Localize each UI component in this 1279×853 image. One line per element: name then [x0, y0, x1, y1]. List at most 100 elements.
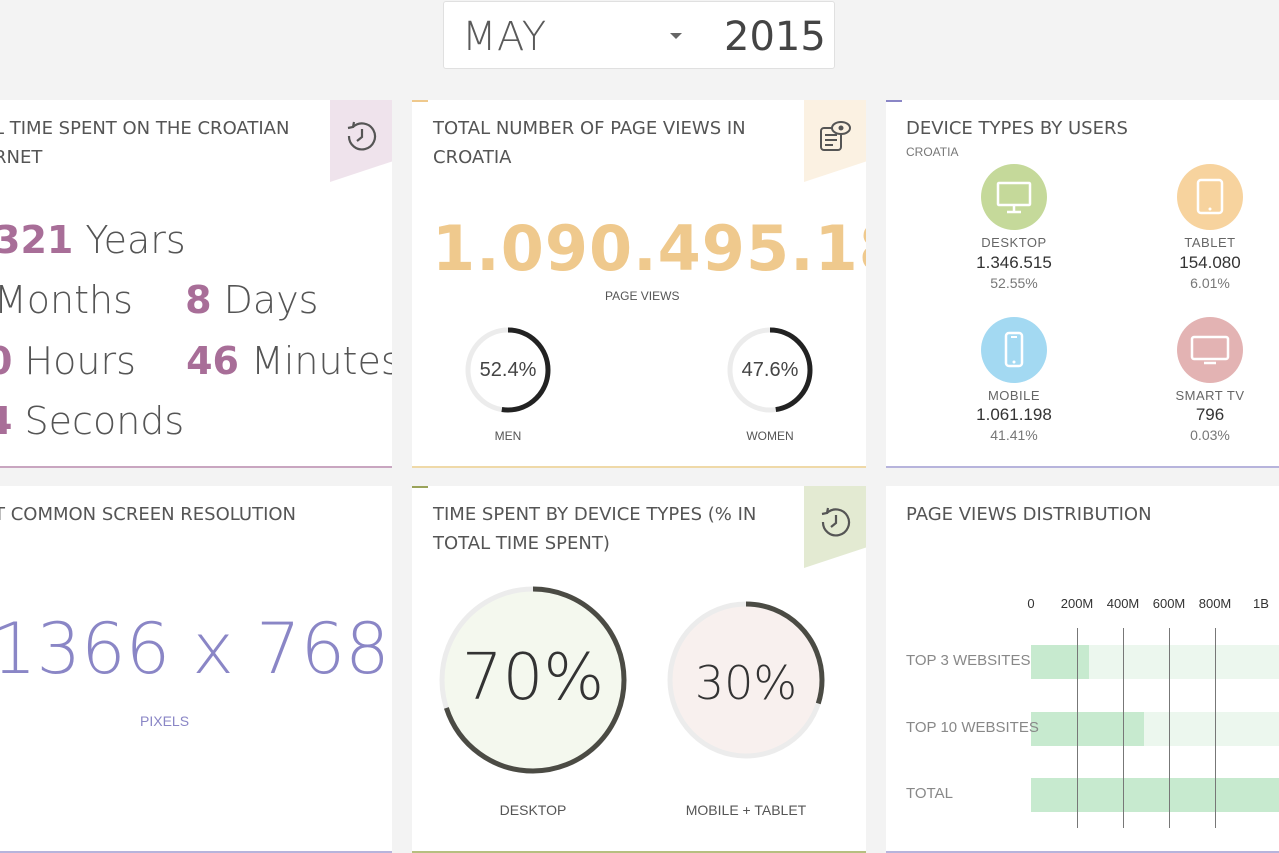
- x-tick-label: 400M: [1106, 596, 1140, 611]
- mobile-time-ring: [667, 601, 825, 759]
- tablet-icon: [1196, 178, 1224, 215]
- card-title-line: CROATIA: [433, 147, 512, 168]
- women-label: WOMEN: [746, 429, 794, 443]
- month-year-selector[interactable]: MAY 2015: [443, 1, 835, 69]
- device-percent: 0.03%: [1190, 427, 1230, 443]
- card-underline: [412, 466, 866, 468]
- page-views-card: TOTAL NUMBER OF PAGE VIEWS IN CROATIA 1.…: [412, 100, 866, 468]
- x-tick-label: 200M: [1060, 596, 1094, 611]
- tablet-badge: [1177, 164, 1243, 230]
- year-value[interactable]: 2015: [724, 14, 826, 60]
- card-accent: [412, 100, 428, 102]
- device-value: 154.080: [1179, 253, 1241, 272]
- gridline: [1077, 628, 1078, 828]
- days-value: 8: [185, 278, 212, 322]
- card-title-line: RNET: [0, 147, 43, 168]
- corner-badge: [804, 100, 866, 182]
- card-title-line: TOTAL NUMBER OF PAGE VIEWS IN: [433, 118, 746, 139]
- time-years: 321 Years: [0, 218, 186, 262]
- history-icon: [347, 121, 377, 151]
- card-title-line: TIME SPENT BY DEVICE TYPES (% IN: [433, 504, 757, 525]
- men-ring: [465, 327, 551, 413]
- days-label: Days: [223, 278, 319, 322]
- desktop-time-ring: [439, 586, 627, 774]
- desktop-time-label: DESKTOP: [499, 802, 567, 818]
- corner-badge: [804, 486, 866, 568]
- men-label: MEN: [494, 429, 522, 443]
- card-title: DEVICE TYPES BY USERS: [906, 118, 1128, 139]
- mobile-icon: [1004, 331, 1024, 368]
- gridline: [1169, 628, 1170, 828]
- minutes-label: Minutes: [251, 339, 392, 383]
- bar[interactable]: [1031, 645, 1089, 679]
- month-select[interactable]: MAY: [462, 14, 547, 60]
- card-subtitle: CROATIA: [906, 145, 959, 159]
- page-views-label: PAGE VIEWS: [605, 289, 680, 303]
- device-percent: 41.41%: [990, 427, 1038, 443]
- device-name: DESKTOP: [981, 235, 1047, 250]
- years-value: 321: [0, 218, 74, 262]
- desktop-time-arc: [439, 586, 627, 774]
- mobile-time-label: MOBILE + TABLET: [685, 802, 807, 818]
- women-ring: [727, 327, 813, 413]
- bar[interactable]: [1031, 712, 1144, 746]
- device-name: MOBILE: [987, 388, 1041, 403]
- device-percent: 52.55%: [990, 275, 1038, 291]
- bar-category-label: TOTAL: [906, 785, 953, 802]
- card-title: PAGE VIEWS DISTRIBUTION: [906, 504, 1152, 525]
- chevron-down-icon[interactable]: [670, 33, 682, 39]
- page-views-icon: [820, 121, 851, 151]
- card-title: L TIME SPENT ON THE CROATIAN RNET: [0, 114, 289, 172]
- card-underline: [886, 851, 1279, 853]
- resolution-value: 1366 x 768: [0, 608, 390, 690]
- device-name: TABLET: [1184, 235, 1236, 250]
- gridline: [1123, 628, 1124, 828]
- bar-category-label: TOP 3 WEBSITES: [906, 652, 1031, 669]
- card-title: TOTAL NUMBER OF PAGE VIEWS IN CROATIA: [433, 114, 746, 172]
- desktop-time-percent: 70%: [461, 641, 605, 715]
- time-seconds: 4 Seconds: [0, 399, 184, 443]
- history-icon: [821, 507, 851, 537]
- device-types-card: DEVICE TYPES BY USERS CROATIA DESKTOP 1.…: [886, 100, 1279, 468]
- page-views-distribution-card: PAGE VIEWS DISTRIBUTION 0 200M 400M 600M 800…: [886, 486, 1279, 853]
- card-accent: [886, 100, 902, 102]
- device-percent: 6.01%: [1190, 275, 1230, 291]
- bar-category-label: TOP 10 WEBSITES: [906, 719, 1039, 736]
- minutes-value: 46: [186, 339, 239, 383]
- device-value: 1.346.515: [976, 253, 1052, 272]
- smart-tv-icon: [1190, 335, 1230, 365]
- device-time-card: TIME SPENT BY DEVICE TYPES (% IN TOTAL T…: [412, 486, 866, 853]
- smart-tv-badge: [1177, 317, 1243, 383]
- mobile-badge: [981, 317, 1047, 383]
- card-underline: [0, 851, 392, 853]
- women-arc: [727, 327, 813, 413]
- time-months-days: Months 8 Days: [0, 278, 318, 322]
- months-label: Months: [0, 278, 133, 322]
- x-tick-label: 600M: [1152, 596, 1186, 611]
- device-name: SMART TV: [1175, 388, 1245, 403]
- desktop-badge: [981, 164, 1047, 230]
- card-underline: [886, 466, 1279, 468]
- card-title: TIME SPENT BY DEVICE TYPES (% IN TOTAL T…: [433, 500, 756, 558]
- resolution-unit: PIXELS: [140, 713, 190, 729]
- card-underline: [0, 466, 392, 468]
- device-value: 1.061.198: [976, 405, 1052, 424]
- hours-value: 0: [0, 339, 12, 383]
- card-underline: [412, 851, 866, 853]
- gridline: [1215, 628, 1216, 828]
- women-percent: 47.6%: [741, 359, 799, 381]
- total-time-card: L TIME SPENT ON THE CROATIAN RNET 321 Ye…: [0, 100, 392, 468]
- seconds-value: 4: [0, 399, 12, 443]
- page-views-total: 1.090.495.187: [432, 212, 866, 285]
- desktop-icon: [996, 181, 1032, 214]
- seconds-label: Seconds: [24, 399, 185, 443]
- bar[interactable]: [1031, 778, 1279, 812]
- men-percent: 52.4%: [479, 359, 537, 381]
- card-accent: [412, 486, 428, 488]
- mobile-time-percent: 30%: [694, 656, 798, 710]
- x-tick-label: 800M: [1198, 596, 1232, 611]
- x-tick-label: 0: [1027, 596, 1035, 611]
- time-hours-minutes: 0 Hours 46 Minutes: [0, 339, 392, 383]
- screen-resolution-card: T COMMON SCREEN RESOLUTION 1366 x 768 PI…: [0, 486, 392, 853]
- card-title-line: L TIME SPENT ON THE CROATIAN: [0, 118, 290, 139]
